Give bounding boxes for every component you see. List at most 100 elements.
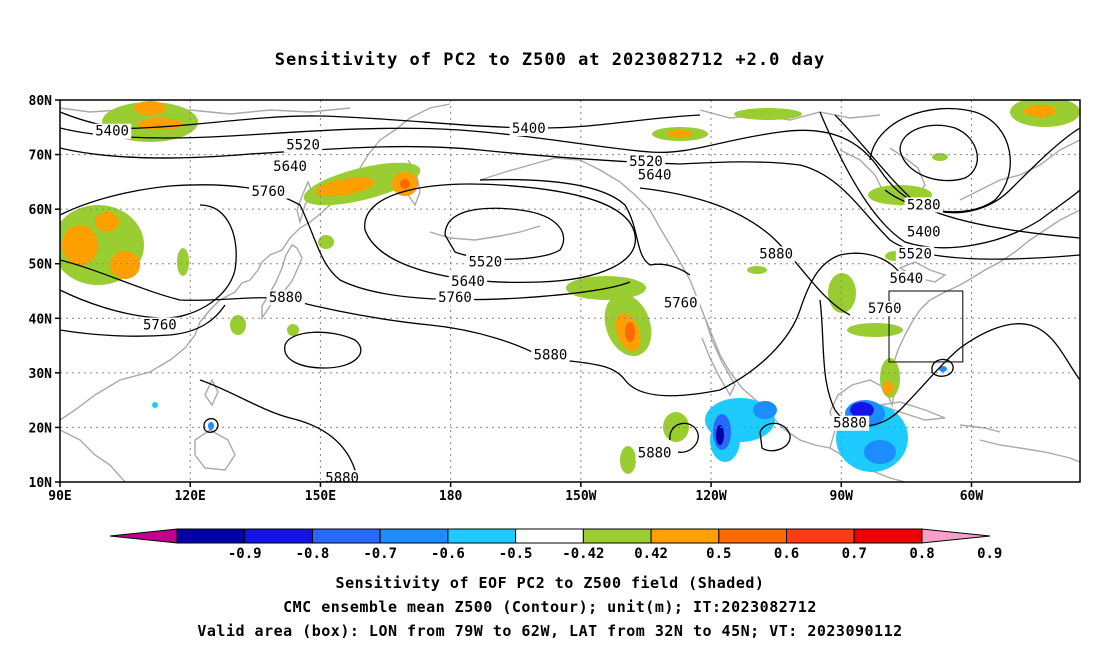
grid-lines [60,100,1080,482]
coastline-gulf-east [829,209,1080,449]
contour-label: 5760 [143,317,177,333]
colorbar-swatch [582,528,652,544]
colorbar-swatch [379,528,449,544]
lat-label: 20N [29,421,53,436]
colorbar-label: 0.8 [909,546,934,562]
colorbar-swatch [718,528,788,544]
contour-label-bg [92,123,132,139]
colorbar-label: -0.5 [499,546,533,562]
shade-pos-canada-n [734,108,802,120]
lat-label: 40N [29,312,53,327]
contour-5880-high-2 [669,422,699,453]
contour-label: 5400 [512,121,546,137]
lon-label: 90E [48,489,71,504]
coastline-sakhalin [296,180,313,225]
colorbar-label: -0.8 [296,546,330,562]
lon-label: 150E [305,489,336,504]
contour-label-bg [895,246,935,262]
contour-label: 5280 [907,197,941,213]
colorbar-swatch [786,528,855,544]
contour-label-bg [830,415,870,431]
shade-neg-small-2 [152,402,158,408]
valid-area-box [888,290,964,363]
coastline-caribbean [879,401,1001,433]
shade-max-okhotsk [400,179,410,189]
contour-label: 5640 [638,167,672,183]
contour-label: 5880 [534,347,568,363]
colorbar-label: 0.42 [634,546,668,562]
sensitivity-shading [60,100,1080,474]
contour-label-bg [661,295,700,311]
coastline-arctic [699,109,881,121]
colorbar-label: -0.9 [228,546,262,562]
contour-label-bg [865,301,904,317]
colorbar-swatch [244,528,313,544]
contour-label-bg [626,153,666,169]
colorbar-swatch [650,528,720,544]
coastline-south-america [979,439,1080,463]
contour-5280-low [899,124,978,182]
contour-label-bg [435,290,475,306]
coastline-se-asia [60,429,126,482]
shade-pos-us-central [828,273,856,313]
coastline-philippines [194,378,236,471]
shade-pos-small-1 [177,248,189,276]
coastlines [60,103,1080,482]
plot-title: Sensitivity of PC2 to Z500 at 2023082712… [274,50,826,70]
lon-label: 120W [695,489,726,504]
contour-label-bg [635,167,674,183]
contour-5760-north [60,184,631,301]
contour-label-bg [756,246,796,262]
contour-5880-high-1 [284,331,362,369]
contour-label: 5760 [664,296,698,312]
contour-5760-mid [60,204,237,319]
lon-label: 60W [960,489,984,504]
coastline-baja [701,317,736,397]
contour-5880-mid [60,259,721,397]
contour-label-bg [904,197,943,213]
contour-label: 5760 [868,301,902,317]
contour-label-bg [270,159,310,175]
colorbar-swatch [515,528,584,544]
contour-5520-east [819,111,1080,249]
longitude-labels: 90E 120E 150E 180 150W 120W 90W 60W [48,482,983,504]
contour-5880-south [819,299,1080,427]
shade-core-siberia [134,101,166,115]
contour-label: 5520 [469,255,503,271]
contour-label: 5640 [451,274,485,290]
lon-label: 180 [439,489,463,504]
shade-core-bering [668,130,692,138]
shade-max-pac-east [625,322,635,342]
colorbar-label: -0.42 [562,546,604,562]
contour-5400-east [834,114,1080,214]
shade-neg-mexico-4 [753,401,777,419]
lat-label: 30N [29,367,53,382]
shade-neg-small-1 [208,422,214,430]
lat-label: 70N [29,149,53,164]
contour-label: 5520 [286,137,320,153]
contour-label-bg [904,224,943,240]
lon-label: 120E [175,489,206,504]
contour-label: 5640 [273,159,307,175]
colorbar-swatch [447,528,517,544]
contour-label-bg [466,254,505,270]
shade-pos-small-4 [287,324,299,336]
lat-label: 50N [29,258,53,273]
shade-pos-small-5 [747,266,767,274]
contour-label: 5520 [629,154,663,170]
contour-label-bg [635,445,674,461]
caption-line-3: Valid area (box): LON from 79W to 62W, L… [197,622,903,640]
contour-label: 5400 [95,124,129,140]
contour-label: 5640 [890,271,924,287]
shade-pos-small-3 [230,315,246,335]
shade-pos-small-2 [318,235,334,249]
colorbar: -0.9 -0.8 -0.7 -0.6 -0.5 -0.42 0.42 0.5 0.6 0.7 0.… [109,528,1002,562]
colorbar-label: 0.7 [842,546,867,562]
contour-label-bg [140,317,180,333]
z500-contours [60,108,1080,482]
contour-label: 5760 [438,290,472,306]
coastline-labrador [959,139,1080,201]
shade-core-greenland [1024,105,1056,117]
contour-label-bg [249,183,288,199]
